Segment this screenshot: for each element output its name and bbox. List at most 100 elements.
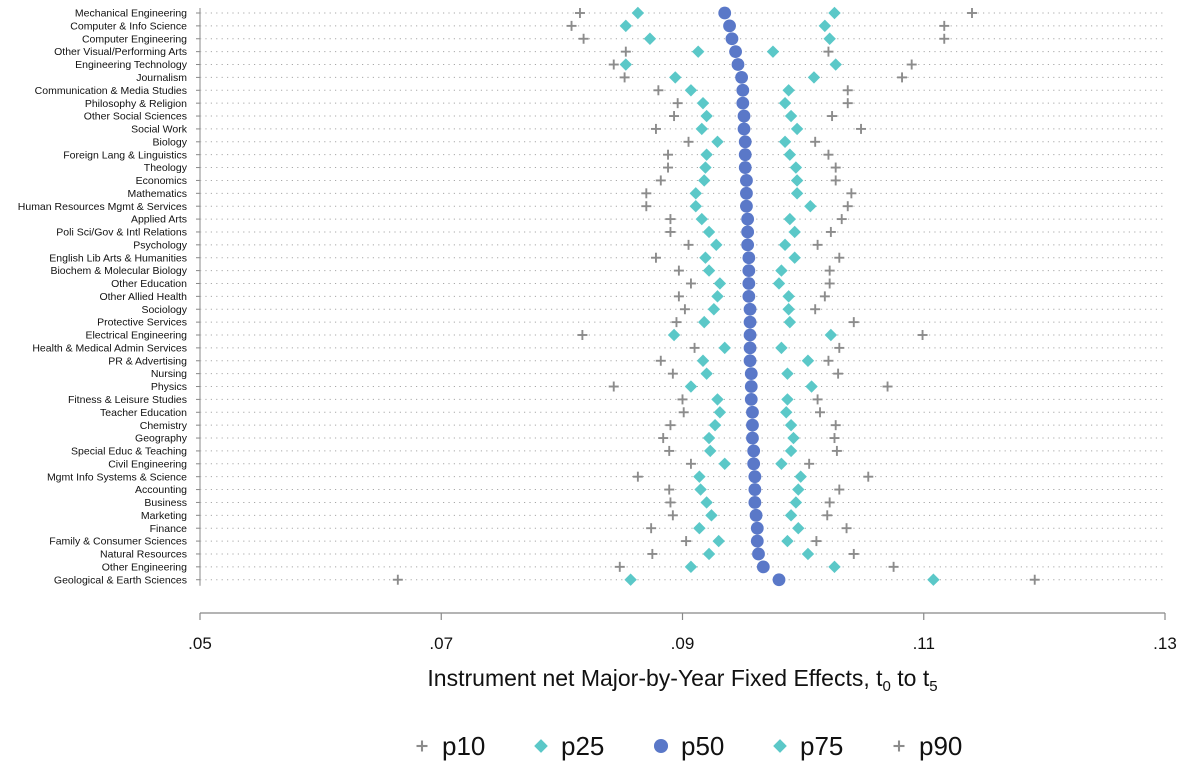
category-label: Economics (136, 175, 187, 187)
point-p75-19 (788, 251, 801, 264)
category-label: Philosophy & Religion (85, 98, 187, 110)
point-p75-20 (775, 264, 788, 277)
point-p90-2 (939, 33, 950, 44)
point-p10-26 (689, 342, 700, 353)
point-p25-15 (689, 200, 702, 213)
point-p50-10 (738, 135, 752, 149)
point-p25-29 (684, 380, 698, 393)
point-p90-31 (815, 407, 826, 418)
point-p90-23 (810, 304, 821, 315)
point-p75-16 (783, 212, 797, 226)
x-axis-title-sub-5: 5 (929, 678, 937, 695)
point-p75-13 (790, 174, 804, 187)
point-p90-14 (846, 188, 857, 199)
point-p10-23 (679, 304, 690, 315)
category-label: Health & Medical Admin Services (32, 342, 187, 354)
category-label: Mathematics (127, 188, 187, 200)
point-p90-5 (897, 72, 908, 83)
point-p90-16 (836, 214, 847, 225)
point-p75-4 (829, 58, 842, 71)
point-p50-6 (736, 83, 750, 97)
point-p75-15 (804, 200, 817, 213)
point-p50-24 (743, 315, 757, 329)
point-p50-5 (735, 71, 749, 84)
category-label: Mgmt Info Systems & Science (47, 471, 187, 483)
point-p75-10 (778, 135, 792, 148)
point-p50-26 (743, 341, 757, 355)
point-p90-37 (834, 484, 845, 495)
category-label: Other Social Sciences (84, 111, 187, 123)
point-p50-8 (737, 109, 751, 123)
point-p90-6 (842, 85, 853, 96)
plus-marker (416, 740, 428, 752)
x-axis-title: Instrument net Major-by-Year Fixed Effec… (427, 665, 937, 695)
point-p25-3 (691, 45, 705, 58)
point-p10-29 (608, 381, 619, 392)
point-p75-24 (783, 315, 797, 329)
category-label: Marketing (141, 510, 187, 522)
point-p75-0 (828, 6, 841, 20)
point-p25-32 (708, 418, 722, 432)
point-p25-7 (696, 96, 710, 110)
point-p10-4 (608, 59, 619, 70)
point-p25-40 (693, 522, 706, 535)
category-label: Finance (150, 523, 188, 535)
point-p50-27 (743, 354, 757, 368)
point-p90-32 (830, 420, 841, 431)
point-p25-18 (710, 238, 723, 252)
point-p90-42 (848, 548, 859, 559)
point-p90-7 (842, 98, 853, 109)
category-label: Biochem & Molecular Biology (50, 265, 187, 277)
category-label: Foreign Lang & Linguistics (63, 149, 187, 161)
point-p25-20 (702, 264, 716, 277)
point-p10-14 (641, 188, 652, 199)
x-axis-title-main: Instrument net Major-by-Year Fixed Effec… (427, 665, 883, 691)
point-p50-13 (740, 174, 753, 187)
point-p90-38 (824, 497, 835, 508)
point-p10-7 (672, 98, 683, 109)
category-label: Journalism (136, 72, 187, 84)
point-p75-18 (778, 238, 792, 252)
point-p10-6 (653, 85, 664, 96)
point-p75-35 (775, 457, 788, 470)
x-tick-label: .05 (188, 634, 212, 653)
point-p10-27 (655, 355, 666, 366)
point-p75-39 (784, 509, 798, 522)
category-label: Other Education (111, 278, 187, 290)
point-p90-3 (823, 46, 834, 57)
point-p10-28 (667, 368, 678, 379)
point-p10-20 (673, 265, 684, 276)
category-label: Sociology (141, 304, 187, 316)
point-p25-28 (700, 367, 713, 380)
point-p50-20 (742, 264, 756, 277)
point-p50-36 (748, 470, 762, 484)
point-p25-10 (711, 135, 724, 148)
legend-item-p50: p50 (653, 731, 724, 761)
grid-lines (196, 8, 1165, 586)
point-p10-11 (663, 149, 674, 160)
legend-label: p25 (561, 731, 604, 761)
legend-label: p75 (800, 731, 843, 761)
point-p75-40 (792, 522, 805, 535)
point-p10-5 (619, 72, 630, 83)
point-p75-3 (766, 45, 780, 58)
point-p10-32 (665, 420, 676, 431)
point-p50-21 (742, 277, 756, 290)
category-label: Computer & Info Science (70, 20, 187, 32)
data-points (392, 6, 1040, 587)
point-p25-6 (684, 84, 698, 97)
point-p25-11 (700, 148, 713, 161)
point-p90-18 (812, 239, 823, 250)
point-p10-42 (647, 548, 658, 559)
point-p75-21 (772, 277, 786, 290)
circle-marker (653, 738, 669, 754)
legend-label: p50 (681, 731, 724, 761)
point-p90-24 (848, 317, 859, 328)
legend: p10 p25 p50 p75 p90 (416, 731, 962, 761)
category-label: Psychology (133, 239, 187, 251)
point-p25-25 (667, 328, 681, 342)
point-p25-37 (694, 483, 707, 496)
point-p50-33 (746, 431, 759, 445)
point-p75-27 (801, 354, 815, 367)
